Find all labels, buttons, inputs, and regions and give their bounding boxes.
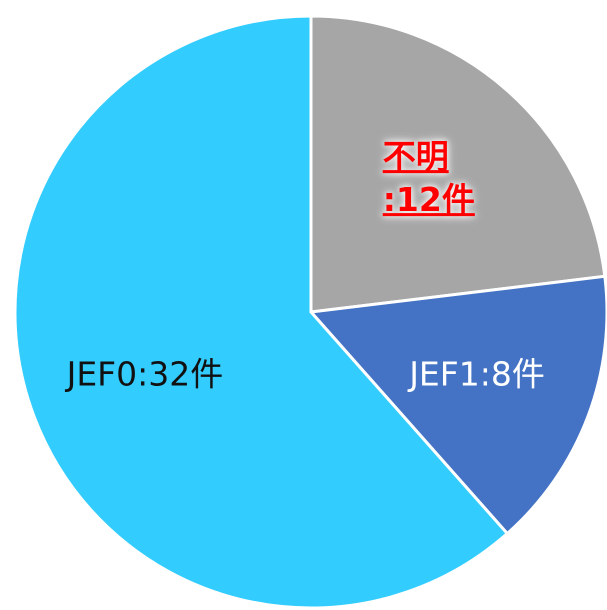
slice-category: 不明 (382, 137, 449, 177)
slice-label: JEF0:32件 (67, 354, 224, 397)
pie-slice (309, 14, 607, 314)
slice-category: JEF0 (66, 354, 138, 394)
slice-category: JEF1 (409, 354, 480, 394)
slice-value: :8件 (479, 354, 545, 394)
slice-value: :12件 (382, 180, 475, 220)
slice-label: JEF1:8件 (409, 354, 545, 397)
slice-value: :32件 (137, 354, 224, 394)
pie-slice (13, 14, 510, 610)
slice-label: 不明:12件 (383, 136, 475, 222)
